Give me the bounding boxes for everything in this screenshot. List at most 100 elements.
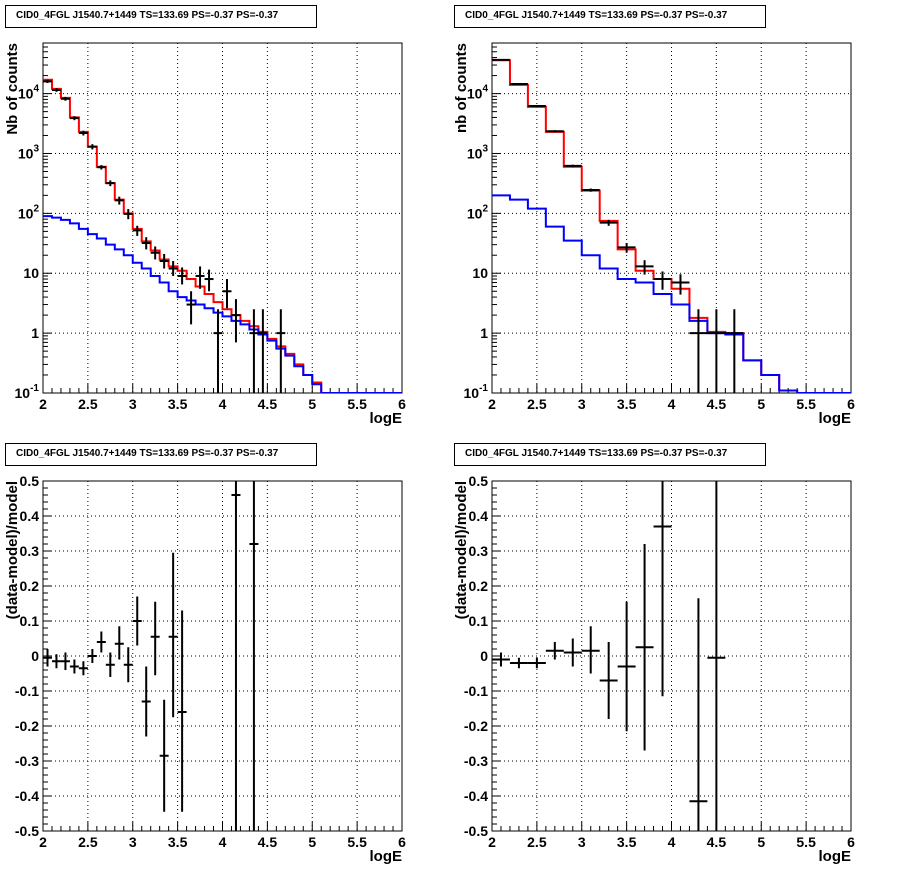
data-point	[545, 130, 564, 133]
y-tick-label: 102	[18, 203, 40, 221]
y-tick-label: -0.4	[15, 788, 39, 804]
residual-point	[617, 601, 636, 732]
y-tick-label: 0.3	[469, 543, 489, 559]
y-tick-label: 0.3	[20, 543, 40, 559]
x-tick-label: 2.5	[78, 396, 98, 412]
plot-title-top-right: CID0_4FGL J1540.7+1449 TS=133.69 PS=-0.3…	[454, 5, 766, 28]
x-tick-label: 6	[847, 396, 855, 412]
x-tick-label: 3	[578, 396, 586, 412]
y-tick-label: 10	[23, 265, 39, 281]
x-tick-label: 4	[668, 834, 676, 850]
x-axis-label: logE	[370, 848, 403, 865]
y-tick-label: -0.5	[464, 823, 488, 839]
residual-point	[249, 481, 259, 831]
data-point	[725, 309, 744, 393]
y-tick-label: 0.5	[20, 473, 40, 489]
x-tick-label: 2.5	[527, 396, 547, 412]
x-tick-label: 4	[219, 396, 227, 412]
y-tick-label: 1	[480, 325, 488, 341]
data-point	[581, 188, 600, 192]
y-tick-label: -0.1	[15, 683, 39, 699]
x-tick-label: 4.5	[258, 396, 278, 412]
y-tick-label: -0.1	[464, 683, 488, 699]
data-point	[105, 180, 115, 187]
x-tick-label: 6	[398, 396, 406, 412]
x-tick-label: 4.5	[707, 834, 727, 850]
model-histogram-blue	[43, 215, 402, 393]
data-point	[60, 96, 70, 101]
residual-point	[78, 661, 88, 676]
x-axis-label: logE	[370, 410, 403, 427]
y-tick-label: 0.4	[20, 508, 40, 524]
data-point	[599, 219, 618, 226]
grid-lines	[43, 43, 402, 393]
x-tick-label: 2.5	[527, 834, 547, 850]
residual-point	[231, 481, 241, 831]
data-layer	[43, 78, 402, 393]
data-point	[186, 291, 196, 325]
x-tick-label: 3.5	[617, 396, 637, 412]
x-tick-label: 3	[578, 834, 586, 850]
x-tick-label: 4	[219, 834, 227, 850]
data-layer	[492, 481, 726, 831]
plot-panel-4: 2 2.5 3 3.5 4 4.5 5 5.5 6logE-0.5-0.4-0.3-0.2-0.…	[453, 473, 855, 865]
x-tick-label: 5.5	[796, 834, 816, 850]
grid-lines	[492, 481, 851, 831]
data-point	[213, 309, 223, 393]
x-axis-label: logE	[819, 410, 852, 427]
y-tick-label: -0.2	[464, 718, 488, 734]
y-tick-label: -0.2	[15, 718, 39, 734]
plot-panel-3: 2 2.5 3 3.5 4 4.5 5 5.5 6logE-0.5-0.4-0.3-0.2-0.…	[4, 473, 406, 865]
data-point	[204, 269, 214, 292]
data-point	[635, 260, 654, 275]
x-tick-label: 4.5	[258, 834, 278, 850]
x-axis-label: logE	[819, 848, 852, 865]
data-point	[96, 165, 106, 170]
data-point	[509, 82, 528, 85]
data-point	[231, 299, 241, 343]
y-tick-label: 0	[31, 648, 39, 664]
plot-title-bottom-left: CID0_4FGL J1540.7+1449 TS=133.69 PS=-0.3…	[5, 443, 317, 466]
data-layer	[492, 58, 851, 393]
data-point	[168, 261, 178, 276]
residual-point	[581, 626, 600, 674]
y-tick-label: -0.5	[15, 823, 39, 839]
data-point	[141, 237, 151, 250]
data-point	[492, 58, 510, 61]
plot-title-bottom-right: CID0_4FGL J1540.7+1449 TS=133.69 PS=-0.3…	[454, 443, 766, 466]
residual-point	[87, 649, 97, 663]
y-axis-label: (data-model)/model	[4, 481, 21, 619]
data-point	[707, 309, 726, 393]
x-tick-label: 2	[39, 834, 47, 850]
x-tick-label: 3	[129, 396, 137, 412]
plot-title-top-left: CID0_4FGL J1540.7+1449 TS=133.69 PS=-0.3…	[5, 5, 317, 28]
y-tick-label: 104	[467, 84, 489, 102]
x-tick-label: 5.5	[347, 834, 367, 850]
x-tick-label: 3	[129, 834, 137, 850]
y-tick-label: 0.4	[469, 508, 489, 524]
x-tick-label: 2	[488, 834, 496, 850]
residual-point	[159, 699, 169, 812]
y-tick-label: 102	[467, 203, 489, 221]
data-point	[150, 246, 160, 260]
x-tick-label: 5	[757, 396, 765, 412]
x-tick-label: 3.5	[168, 834, 188, 850]
y-tick-label: 103	[467, 143, 489, 161]
residual-point	[599, 642, 618, 719]
residual-point	[527, 657, 546, 669]
y-tick-label: 10-1	[15, 383, 40, 401]
x-tick-label: 5.5	[796, 396, 816, 412]
y-tick-label: -0.3	[15, 753, 39, 769]
residual-point	[141, 666, 151, 737]
y-tick-label: 0.5	[469, 473, 489, 489]
y-tick-label: 103	[18, 143, 40, 161]
residual-point	[51, 654, 61, 669]
y-tick-label: -0.3	[464, 753, 488, 769]
